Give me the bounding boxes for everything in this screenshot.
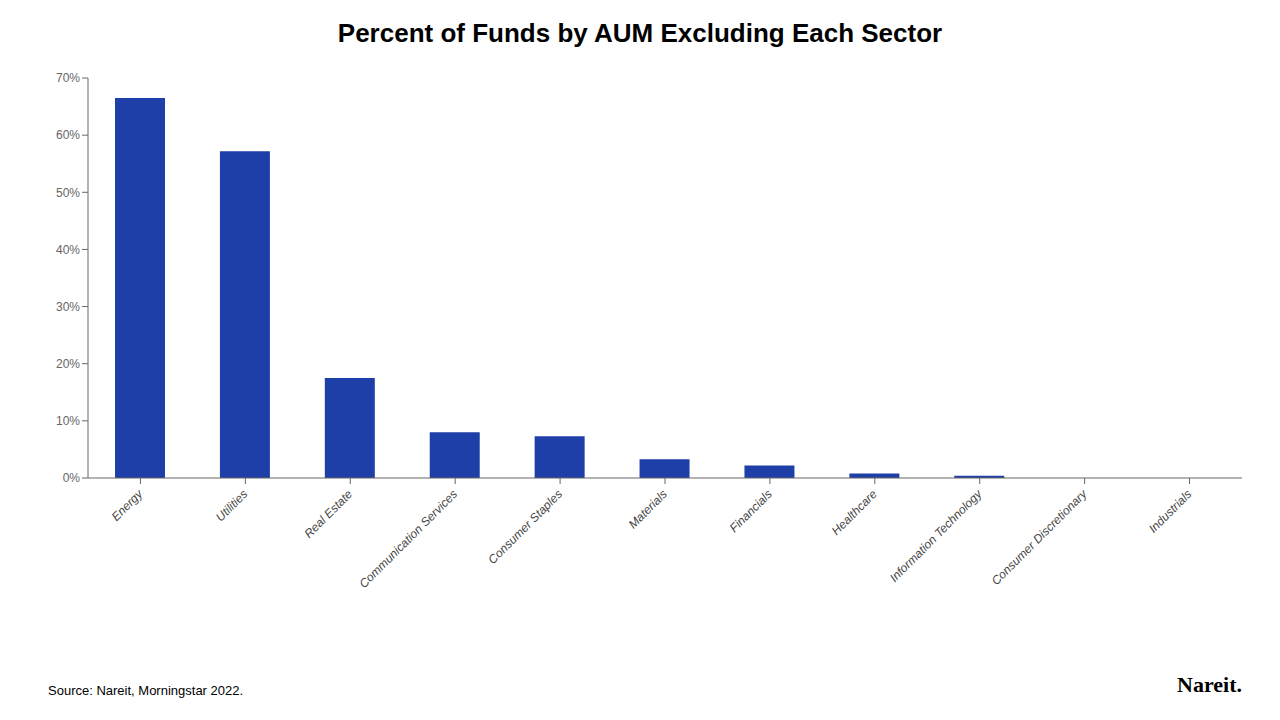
svg-text:Real Estate: Real Estate [301, 487, 355, 541]
svg-text:Communication Services: Communication Services [356, 487, 460, 591]
html-text:Source: Nareit, Morningstar 20: Source: Nareit, Morningstar 2022. [48, 683, 244, 698]
svg-text:Healthcare: Healthcare [829, 487, 880, 538]
svg-text:Information Technology: Information Technology [887, 486, 986, 585]
svg-text:Materials: Materials [626, 487, 670, 531]
svg-text:Energy: Energy [109, 486, 146, 523]
svg-text:40%: 40% [56, 243, 80, 257]
svg-text:Industrials: Industrials [1146, 487, 1195, 536]
svg-text:Utilities: Utilities [213, 487, 250, 524]
svg-text:30%: 30% [56, 300, 80, 314]
html-text:Percent of Funds by AUM Exclud: Percent of Funds by AUM Excluding Each S… [337, 18, 943, 48]
svg-text:Consumer Staples: Consumer Staples [485, 487, 565, 567]
svg-text:50%: 50% [56, 186, 80, 200]
svg-text:Consumer Discretionary: Consumer Discretionary [989, 486, 1091, 588]
svg-text:20%: 20% [56, 357, 80, 371]
svg-text:60%: 60% [56, 128, 80, 142]
svg-text:70%: 70% [56, 71, 80, 85]
svg-text:0%: 0% [63, 471, 81, 485]
html-text:Nareit.: Nareit. [1177, 672, 1242, 697]
svg-text:10%: 10% [56, 414, 80, 428]
svg-text:Financials: Financials [727, 487, 775, 535]
